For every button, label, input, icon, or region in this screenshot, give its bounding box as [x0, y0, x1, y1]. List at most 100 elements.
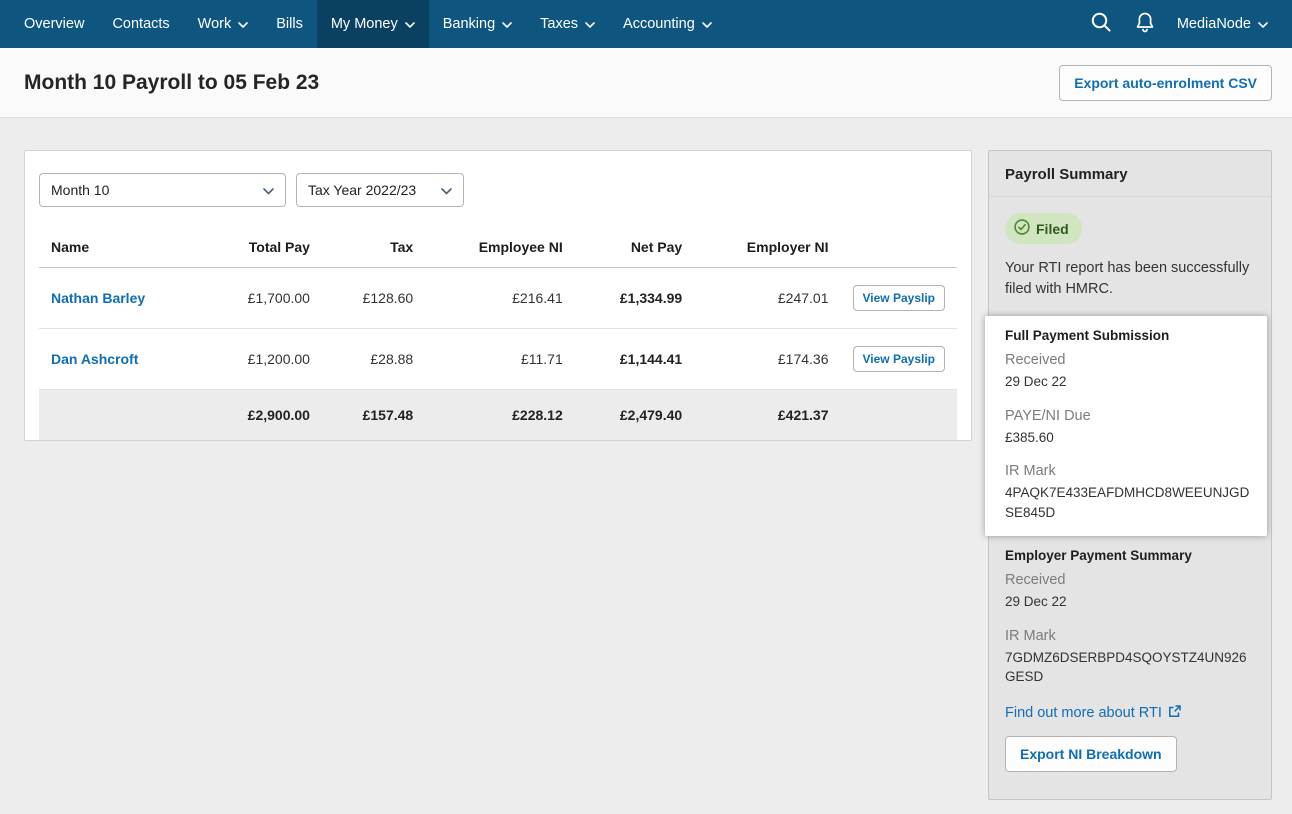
chevron-down-icon: [263, 182, 274, 198]
fps-highlight-box: Full Payment Submission Received 29 Dec …: [985, 316, 1267, 537]
totals-spacer: [840, 389, 957, 440]
tax-cell: £28.88: [321, 328, 426, 390]
nav-item-bills[interactable]: Bills: [262, 0, 317, 48]
employer-ni-cell: £247.01: [694, 267, 841, 329]
nav-right: MediaNode: [1079, 0, 1292, 48]
totals-employee-ni: £228.12: [425, 389, 575, 440]
totals-employer-ni: £421.37: [694, 389, 841, 440]
nav-item-label: Work: [197, 16, 232, 32]
nav-item-label: Banking: [442, 16, 496, 32]
payroll-summary-title: Payroll Summary: [989, 151, 1271, 197]
received-label: Received: [1005, 572, 1066, 589]
account-name: MediaNode: [1176, 16, 1251, 32]
chevron-down-icon: [502, 16, 512, 32]
nav-item-my-money[interactable]: My Money: [316, 0, 429, 48]
nav-item-banking[interactable]: Banking: [429, 0, 526, 48]
nav-item-label: Bills: [276, 16, 303, 32]
paye-due-label: PAYE/NI Due: [1005, 407, 1091, 424]
totals-total-pay: £2,900.00: [202, 389, 322, 440]
table-row: Nathan Barley £1,700.00 £128.60 £216.41 …: [39, 267, 957, 329]
eps-received-group: Received 29 Dec 22: [1005, 572, 1255, 612]
employee-name-link[interactable]: Dan Ashcroft: [51, 351, 139, 367]
view-payslip-button[interactable]: View Payslip: [852, 285, 945, 311]
chevron-down-icon: [1258, 16, 1268, 32]
search-button[interactable]: [1079, 0, 1123, 48]
column-header-net-pay: Net Pay: [574, 227, 695, 268]
column-header-total-pay: Total Pay: [202, 227, 322, 268]
employee-name-link[interactable]: Nathan Barley: [51, 290, 146, 306]
ir-mark-value: 7GDMZ6DSERBPD4SQOYSTZ4UN926GESD: [1005, 649, 1247, 685]
employee-ni-cell: £216.41: [425, 267, 575, 329]
tax-year-select[interactable]: Tax Year 2022/23: [296, 173, 464, 207]
status-badge-label: Filed: [1036, 220, 1069, 237]
column-header-employee-ni: Employee NI: [425, 227, 575, 268]
column-header-tax: Tax: [321, 227, 426, 268]
column-header-name: Name: [39, 227, 203, 268]
search-icon: [1090, 11, 1112, 38]
nav-item-taxes[interactable]: Taxes: [526, 0, 609, 48]
table-row: Dan Ashcroft £1,200.00 £28.88 £11.71 £1,…: [39, 328, 957, 390]
eps-section: Employer Payment Summary Received 29 Dec…: [1005, 548, 1255, 772]
payroll-table: Name Total Pay Tax Employee NI Net Pay E…: [39, 227, 957, 440]
nav-item-work[interactable]: Work: [184, 0, 263, 48]
view-payslip-button[interactable]: View Payslip: [852, 346, 945, 372]
chevron-down-icon: [585, 16, 595, 32]
account-menu[interactable]: MediaNode: [1167, 16, 1274, 32]
external-link-icon: [1168, 705, 1181, 722]
column-header-actions: [840, 227, 957, 268]
month-select[interactable]: Month 10: [39, 173, 286, 207]
column-header-employer-ni: Employer NI: [694, 227, 841, 268]
chevron-down-icon: [238, 16, 249, 32]
nav-item-label: Overview: [24, 16, 85, 32]
notifications-button[interactable]: [1123, 0, 1167, 48]
content-area: Month 10 Tax Year 2022/23 Name Total Pay…: [0, 118, 1292, 800]
payroll-table-card: Month 10 Tax Year 2022/23 Name Total Pay…: [24, 150, 972, 441]
net-pay-cell: £1,334.99: [574, 267, 695, 329]
total-pay-cell: £1,200.00: [202, 328, 322, 390]
rti-learn-more-link[interactable]: Find out more about RTI: [1005, 705, 1181, 722]
totals-spacer: [39, 389, 203, 440]
page-header: Month 10 Payroll to 05 Feb 23 Export aut…: [0, 48, 1292, 118]
fps-section-title: Full Payment Submission: [1005, 328, 1170, 344]
eps-ir-mark-group: IR Mark 7GDMZ6DSERBPD4SQOYSTZ4UN926GESD: [1005, 628, 1255, 687]
chevron-down-icon: [701, 16, 712, 32]
chevron-down-icon: [441, 182, 452, 198]
eps-section-title: Employer Payment Summary: [1005, 548, 1192, 564]
tax-year-select-value: Tax Year 2022/23: [308, 182, 417, 198]
ir-mark-label: IR Mark: [1005, 627, 1056, 644]
received-label: Received: [1005, 352, 1066, 369]
nav-item-label: Taxes: [540, 16, 579, 32]
rti-filed-message: Your RTI report has been successfully fi…: [1005, 260, 1250, 298]
fps-received-group: Received 29 Dec 22: [1005, 352, 1251, 392]
nav-item-label: My Money: [330, 16, 398, 32]
check-circle-icon: [1014, 219, 1030, 238]
export-ni-breakdown-button[interactable]: Export NI Breakdown: [1005, 735, 1177, 772]
fps-ir-mark-group: IR Mark 4PAQK7E433EAFDMHCD8WEEUNJGDSE845…: [1005, 463, 1251, 522]
received-value: 29 Dec 22: [1005, 374, 1067, 390]
tax-cell: £128.60: [321, 267, 426, 329]
paye-due-value: £385.60: [1005, 429, 1054, 445]
month-select-value: Month 10: [51, 182, 110, 198]
ir-mark-value: 4PAQK7E433EAFDMHCD8WEEUNJGDSE845D: [1005, 485, 1250, 520]
export-auto-enrolment-csv-button[interactable]: Export auto-enrolment CSV: [1059, 64, 1272, 101]
totals-row: £2,900.00 £157.48 £228.12 £2,479.40 £421…: [39, 389, 957, 440]
chevron-down-icon: [404, 16, 415, 32]
ir-mark-label: IR Mark: [1005, 463, 1056, 480]
employer-ni-cell: £174.36: [694, 328, 841, 390]
totals-net-pay: £2,479.40: [574, 389, 695, 440]
bell-icon: [1135, 11, 1155, 38]
nav-item-accounting[interactable]: Accounting: [609, 0, 726, 48]
rti-link-label: Find out more about RTI: [1005, 705, 1162, 722]
filters-row: Month 10 Tax Year 2022/23: [39, 173, 957, 207]
totals-tax: £157.48: [321, 389, 426, 440]
nav-item-contacts[interactable]: Contacts: [98, 0, 183, 48]
nav-item-overview[interactable]: Overview: [10, 0, 98, 48]
top-nav: Overview Contacts Work Bills My Money Ba…: [0, 0, 1292, 48]
payroll-summary-body: Filed Your RTI report has been successfu…: [985, 197, 1271, 788]
total-pay-cell: £1,700.00: [202, 267, 322, 329]
fps-paye-group: PAYE/NI Due £385.60: [1005, 408, 1251, 448]
employee-ni-cell: £11.71: [425, 328, 575, 390]
nav-item-label: Contacts: [112, 16, 170, 32]
page-title: Month 10 Payroll to 05 Feb 23: [24, 70, 320, 94]
received-value: 29 Dec 22: [1005, 594, 1067, 610]
